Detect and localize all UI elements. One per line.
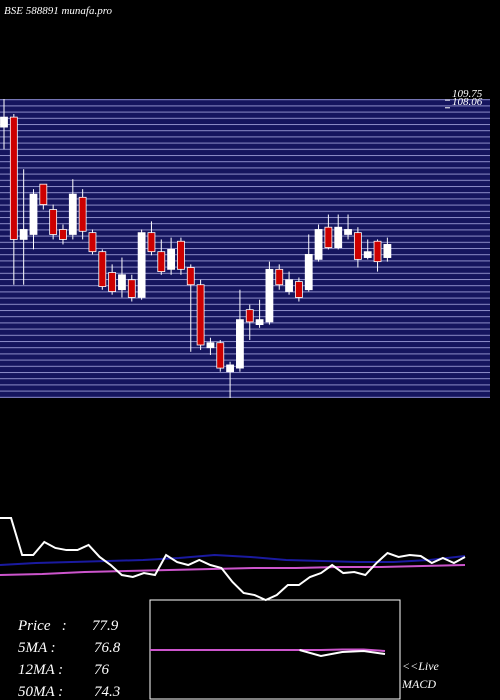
candle-body: [9, 116, 18, 240]
candle-body: [206, 342, 215, 349]
y-tick-label: 109.75: [452, 88, 483, 100]
candle-body: [216, 342, 225, 369]
candle-body: [157, 251, 166, 273]
candle-body: [108, 272, 117, 292]
candle-body: [39, 183, 48, 205]
candle-body: [88, 232, 97, 253]
candle-body: [236, 319, 244, 369]
candle-body: [353, 232, 362, 260]
candle-body: [147, 232, 156, 253]
y-tick-label: 108.06: [452, 96, 483, 108]
candle-body: [177, 240, 185, 270]
candle-body: [294, 281, 303, 298]
candle-body: [275, 268, 284, 286]
candle-body: [314, 229, 323, 260]
indicator-line: [0, 517, 466, 602]
stat-label: 5MA :: [18, 640, 56, 656]
stat-label: Price :: [17, 618, 67, 634]
candle-body: [344, 229, 352, 235]
candle-body: [49, 209, 58, 235]
candle-body: [324, 226, 333, 248]
indicator-line: [0, 553, 466, 567]
candle-body: [245, 309, 254, 323]
candle-body: [167, 249, 176, 270]
indicator-line: [0, 564, 466, 577]
stat-label: 50MA :: [18, 684, 63, 700]
candle-body: [59, 229, 67, 240]
macd-label: MACD: [401, 677, 436, 691]
stat-value: 74.3: [94, 684, 120, 700]
candle-body: [265, 268, 274, 323]
candle-body: [186, 267, 195, 286]
candle-body: [196, 284, 205, 346]
candle-body: [226, 364, 234, 373]
candle-body: [255, 319, 264, 326]
candle-body: [98, 251, 107, 287]
candle-body: [363, 251, 372, 258]
candle-body: [383, 244, 392, 258]
stat-value: 76: [94, 662, 110, 678]
stat-value: 76.8: [94, 640, 121, 656]
candle-body: [118, 274, 126, 291]
candle-body: [0, 116, 8, 128]
stat-value: 77.9: [92, 618, 119, 634]
candle-body: [78, 196, 87, 232]
price-panel: [0, 99, 490, 398]
chart-title: BSE 588891 munafa.pro: [4, 5, 113, 17]
candle-body: [334, 226, 343, 248]
candle-body: [127, 279, 136, 298]
candle-body: [19, 229, 28, 240]
live-label: <<Live: [402, 659, 440, 673]
candle-body: [68, 193, 77, 235]
candle-body: [373, 240, 382, 263]
macd-line: [299, 649, 386, 658]
candle-body: [304, 253, 313, 291]
macd-line: [150, 648, 386, 652]
candle-body: [29, 193, 38, 235]
stat-label: 12MA :: [18, 662, 63, 678]
candle-body: [137, 232, 146, 298]
candle-body: [285, 279, 293, 292]
